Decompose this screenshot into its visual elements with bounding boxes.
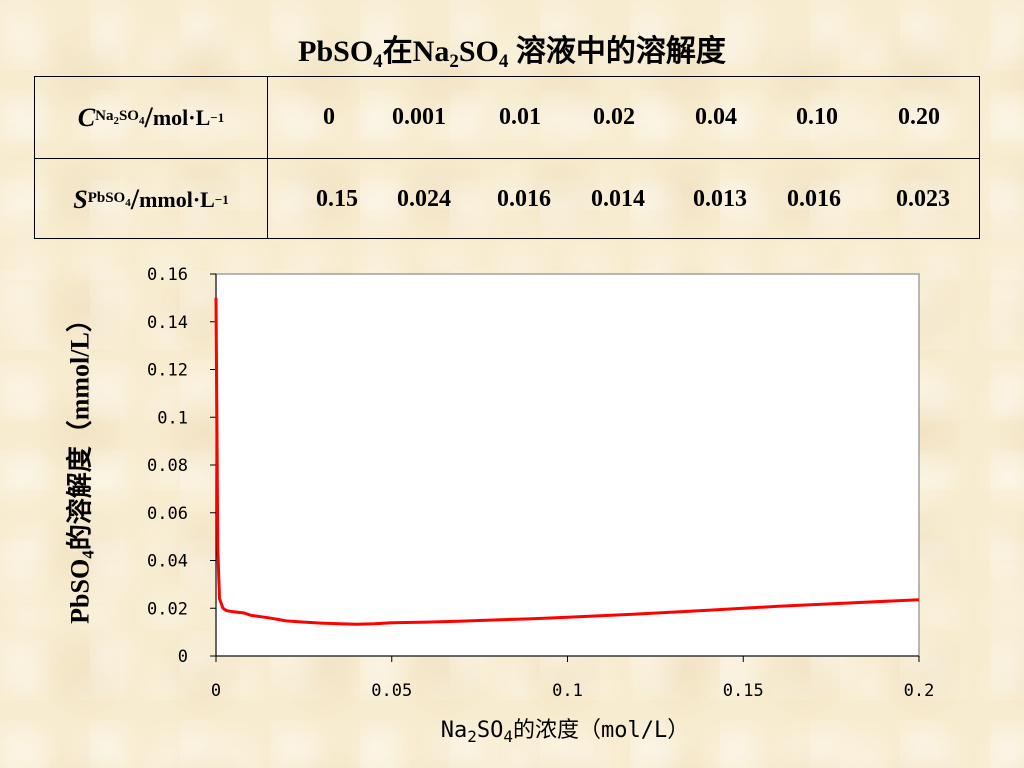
title-part: SO bbox=[458, 35, 499, 68]
table-cell: 0.001 bbox=[392, 104, 446, 130]
title-subscript: 2 bbox=[449, 51, 459, 72]
x-tick-label: 0.05 bbox=[371, 681, 412, 701]
title-part: PbSO bbox=[298, 35, 374, 68]
x-tick-label: 0.1 bbox=[552, 681, 583, 701]
header-subscript-part: SO bbox=[118, 108, 139, 124]
title-subscript: 4 bbox=[498, 51, 509, 72]
header-subscript-part: 4 bbox=[138, 115, 145, 127]
table-row-concentration: C Na2SO4/mol·L −1 0 0.001 0.01 0.02 0.04 0… bbox=[35, 77, 979, 159]
plot-area bbox=[215, 273, 920, 657]
y-axis-title-text: PbSO4的溶解度（mmol/L） bbox=[60, 306, 99, 624]
table-cell: 0.013 bbox=[693, 186, 747, 212]
x-tick-label: 0.15 bbox=[723, 681, 764, 701]
header-slash: / bbox=[130, 182, 140, 216]
header-superscript: −1 bbox=[214, 191, 229, 207]
series-line bbox=[214, 297, 920, 626]
x-axis-title: Na2SO4的浓度（mol/L） bbox=[0, 712, 1024, 746]
title-part: 在Na bbox=[382, 35, 450, 68]
table-cell: 0.15 bbox=[316, 186, 358, 212]
table-cell: 0.016 bbox=[787, 186, 841, 212]
y-axis-title-part: PbSO bbox=[65, 558, 95, 624]
x-axis-title-subscript: 4 bbox=[503, 727, 514, 746]
table-cell: 0 bbox=[323, 104, 335, 130]
y-tick-label: 0 bbox=[178, 647, 188, 667]
header-subscript-part: PbSO bbox=[87, 190, 126, 206]
header-subscript: PbSO4 bbox=[88, 190, 131, 209]
x-axis: 0 0.05 0.1 0.15 0.2 bbox=[211, 655, 935, 701]
x-tick-label: 0 bbox=[211, 681, 221, 701]
y-axis: 0 0.02 0.04 0.06 0.08 0.1 0.12 0.14 0.16 bbox=[147, 265, 217, 667]
header-subscript-part: Na bbox=[95, 108, 114, 124]
row-header-concentration: C Na2SO4/mol·L −1 bbox=[35, 77, 267, 158]
x-axis-title-part: SO bbox=[476, 718, 504, 743]
table-cell: 0.014 bbox=[591, 186, 645, 212]
series-group bbox=[214, 297, 920, 626]
y-tick-label: 0.1 bbox=[157, 408, 188, 428]
y-axis-title-part: 的溶解度（mmol/L） bbox=[65, 306, 95, 551]
header-symbol: C bbox=[77, 102, 96, 132]
table-cell: 0.01 bbox=[499, 104, 541, 130]
title-subscript: 4 bbox=[373, 51, 383, 72]
header-subscript-part: 4 bbox=[125, 197, 131, 209]
x-axis-title-part: Na bbox=[440, 718, 468, 743]
x-axis-title-subscript: 2 bbox=[467, 727, 477, 746]
data-table: C Na2SO4/mol·L −1 0 0.001 0.01 0.02 0.04 0… bbox=[34, 76, 980, 239]
table-cell: 0.10 bbox=[796, 104, 838, 130]
y-tick-label: 0.16 bbox=[147, 265, 188, 285]
table-cell: 0.04 bbox=[695, 104, 737, 130]
y-tick-label: 0.06 bbox=[147, 504, 188, 524]
header-subscript: Na2SO4 bbox=[95, 108, 144, 127]
table-cell: 0.016 bbox=[497, 186, 551, 212]
table-cell: 0.024 bbox=[397, 186, 451, 212]
table-divider bbox=[267, 77, 268, 238]
table-cell: 0.20 bbox=[898, 104, 940, 130]
title-part: 溶液中的溶解度 bbox=[508, 35, 726, 68]
y-tick-label: 0.14 bbox=[147, 313, 188, 333]
y-tick-label: 0.04 bbox=[147, 552, 188, 572]
header-unit: mol·L bbox=[152, 104, 211, 130]
x-tick-label: 0.2 bbox=[904, 681, 935, 701]
row-header-solubility: S PbSO4/mmol·L −1 bbox=[35, 159, 267, 240]
page-title: PbSO4在Na2SO4 溶液中的溶解度 bbox=[0, 30, 1024, 84]
y-tick-label: 0.12 bbox=[147, 361, 188, 381]
header-unit: mmol·L bbox=[139, 186, 215, 212]
x-axis-title-part: 的浓度（mol/L） bbox=[513, 718, 690, 743]
table-cell: 0.02 bbox=[593, 104, 635, 130]
header-slash: / bbox=[144, 100, 153, 134]
y-axis-title-subscript: 4 bbox=[78, 550, 98, 559]
table-cell: 0.023 bbox=[896, 186, 950, 212]
y-tick-label: 0.02 bbox=[147, 599, 188, 619]
header-symbol: S bbox=[73, 184, 88, 214]
header-subscript-part: 2 bbox=[113, 115, 119, 127]
y-tick-label: 0.08 bbox=[147, 456, 188, 476]
header-superscript: −1 bbox=[210, 109, 225, 125]
table-row-solubility: S PbSO4/mmol·L −1 0.15 0.024 0.016 0.014 0… bbox=[35, 159, 979, 240]
